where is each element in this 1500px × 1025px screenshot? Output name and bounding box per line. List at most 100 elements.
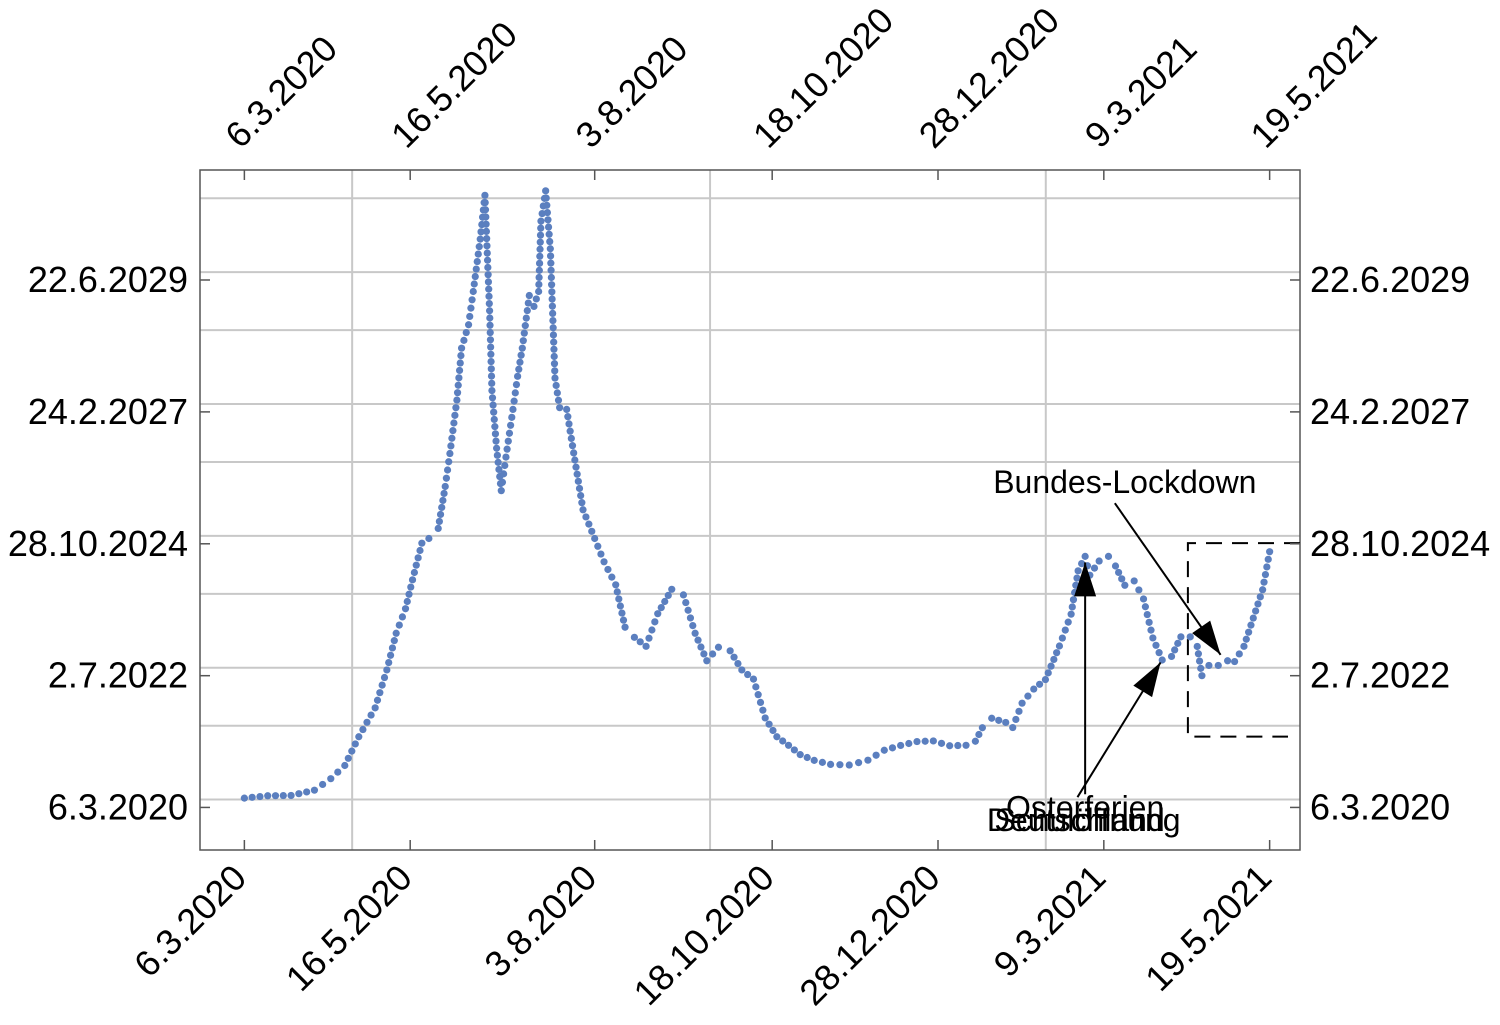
- data-point: [363, 718, 371, 726]
- data-point: [1256, 593, 1264, 601]
- data-point: [551, 367, 559, 375]
- data-point: [549, 309, 557, 317]
- data-point: [482, 227, 490, 235]
- data-point: [376, 689, 384, 697]
- data-point: [546, 245, 554, 253]
- x-tick-label: 19.5.2021: [1137, 857, 1279, 999]
- data-point: [390, 637, 398, 645]
- data-point: [872, 751, 880, 759]
- data-point: [1024, 692, 1032, 700]
- data-point: [571, 456, 579, 464]
- data-point: [450, 419, 458, 427]
- data-point: [505, 429, 514, 437]
- x-top-tick-label: 9.3.2021: [1076, 28, 1204, 156]
- data-point: [378, 681, 386, 689]
- data-point: [588, 527, 596, 535]
- annotation-label: Osterferien: [1006, 789, 1164, 825]
- data-point: [522, 314, 530, 322]
- data-point: [803, 753, 811, 762]
- data-point: [488, 394, 497, 402]
- data-point: [573, 470, 581, 478]
- data-point: [738, 666, 746, 674]
- tick-marks: [200, 170, 1300, 850]
- data-point: [826, 760, 835, 768]
- data-point: [995, 716, 1003, 724]
- data-point: [485, 299, 493, 308]
- data-point: [495, 465, 503, 474]
- data-point: [535, 280, 543, 289]
- data-point: [597, 550, 605, 558]
- data-point: [383, 666, 391, 674]
- data-point: [435, 517, 443, 526]
- data-point: [367, 711, 375, 719]
- data-point: [585, 520, 593, 528]
- data-point: [482, 220, 490, 228]
- data-point: [487, 343, 495, 351]
- data-point: [905, 739, 913, 748]
- data-point: [1147, 626, 1155, 634]
- data-point: [1002, 718, 1010, 727]
- data-point: [578, 499, 586, 507]
- data-point: [1194, 650, 1203, 658]
- data-point: [483, 242, 491, 250]
- data-point: [1047, 662, 1055, 670]
- data-point: [703, 657, 711, 665]
- highlight-box-group: [1186, 542, 1300, 738]
- data-point: [697, 643, 705, 651]
- data-point: [487, 357, 495, 366]
- y-right-tick-label: 22.6.2029: [1310, 259, 1470, 300]
- data-point: [929, 737, 937, 745]
- data-point: [579, 506, 587, 514]
- data-point: [392, 629, 400, 637]
- data-points: [240, 187, 1274, 802]
- data-point: [535, 273, 543, 282]
- data-point: [549, 331, 558, 339]
- y-tick-label: 6.3.2020: [48, 786, 188, 827]
- data-point: [405, 590, 413, 598]
- annotation-arrow-head: [1133, 662, 1161, 698]
- data-point: [537, 224, 545, 232]
- data-point: [447, 442, 455, 450]
- data-point: [714, 643, 723, 651]
- data-point: [515, 365, 523, 373]
- data-point: [888, 744, 897, 752]
- data-point: [525, 291, 533, 300]
- data-point: [303, 788, 311, 796]
- x-top-tick-label: 16.5.2020: [383, 13, 525, 155]
- data-point: [482, 213, 490, 221]
- x-top-tick-label: 6.3.2020: [217, 28, 345, 156]
- data-point: [481, 198, 489, 207]
- data-point: [613, 588, 621, 596]
- data-point: [1064, 618, 1072, 626]
- data-point: [442, 474, 450, 482]
- data-point: [412, 561, 420, 569]
- data-point: [1235, 650, 1243, 658]
- data-point: [240, 794, 248, 802]
- data-point: [487, 365, 495, 373]
- data-point: [481, 206, 490, 214]
- data-point: [295, 790, 303, 798]
- data-point: [1254, 600, 1262, 608]
- data-point: [493, 451, 501, 459]
- data-point: [556, 404, 564, 412]
- data-point: [1249, 614, 1257, 622]
- data-point: [445, 458, 453, 466]
- data-point: [1198, 672, 1206, 680]
- data-point: [1015, 707, 1023, 715]
- data-point: [487, 372, 496, 380]
- data-point: [491, 423, 499, 431]
- data-point: [486, 336, 495, 344]
- data-point: [380, 673, 389, 682]
- data-point: [535, 287, 543, 296]
- data-point: [477, 228, 485, 236]
- annotation-label: Schulöffnung: [994, 802, 1180, 838]
- data-point: [547, 259, 555, 267]
- data-point: [679, 591, 688, 599]
- data-point: [616, 602, 624, 610]
- data-point: [1174, 639, 1182, 647]
- data-point: [452, 404, 460, 412]
- data-point: [373, 696, 382, 704]
- data-point: [1263, 563, 1271, 571]
- data-point: [546, 237, 554, 246]
- data-point: [565, 420, 573, 428]
